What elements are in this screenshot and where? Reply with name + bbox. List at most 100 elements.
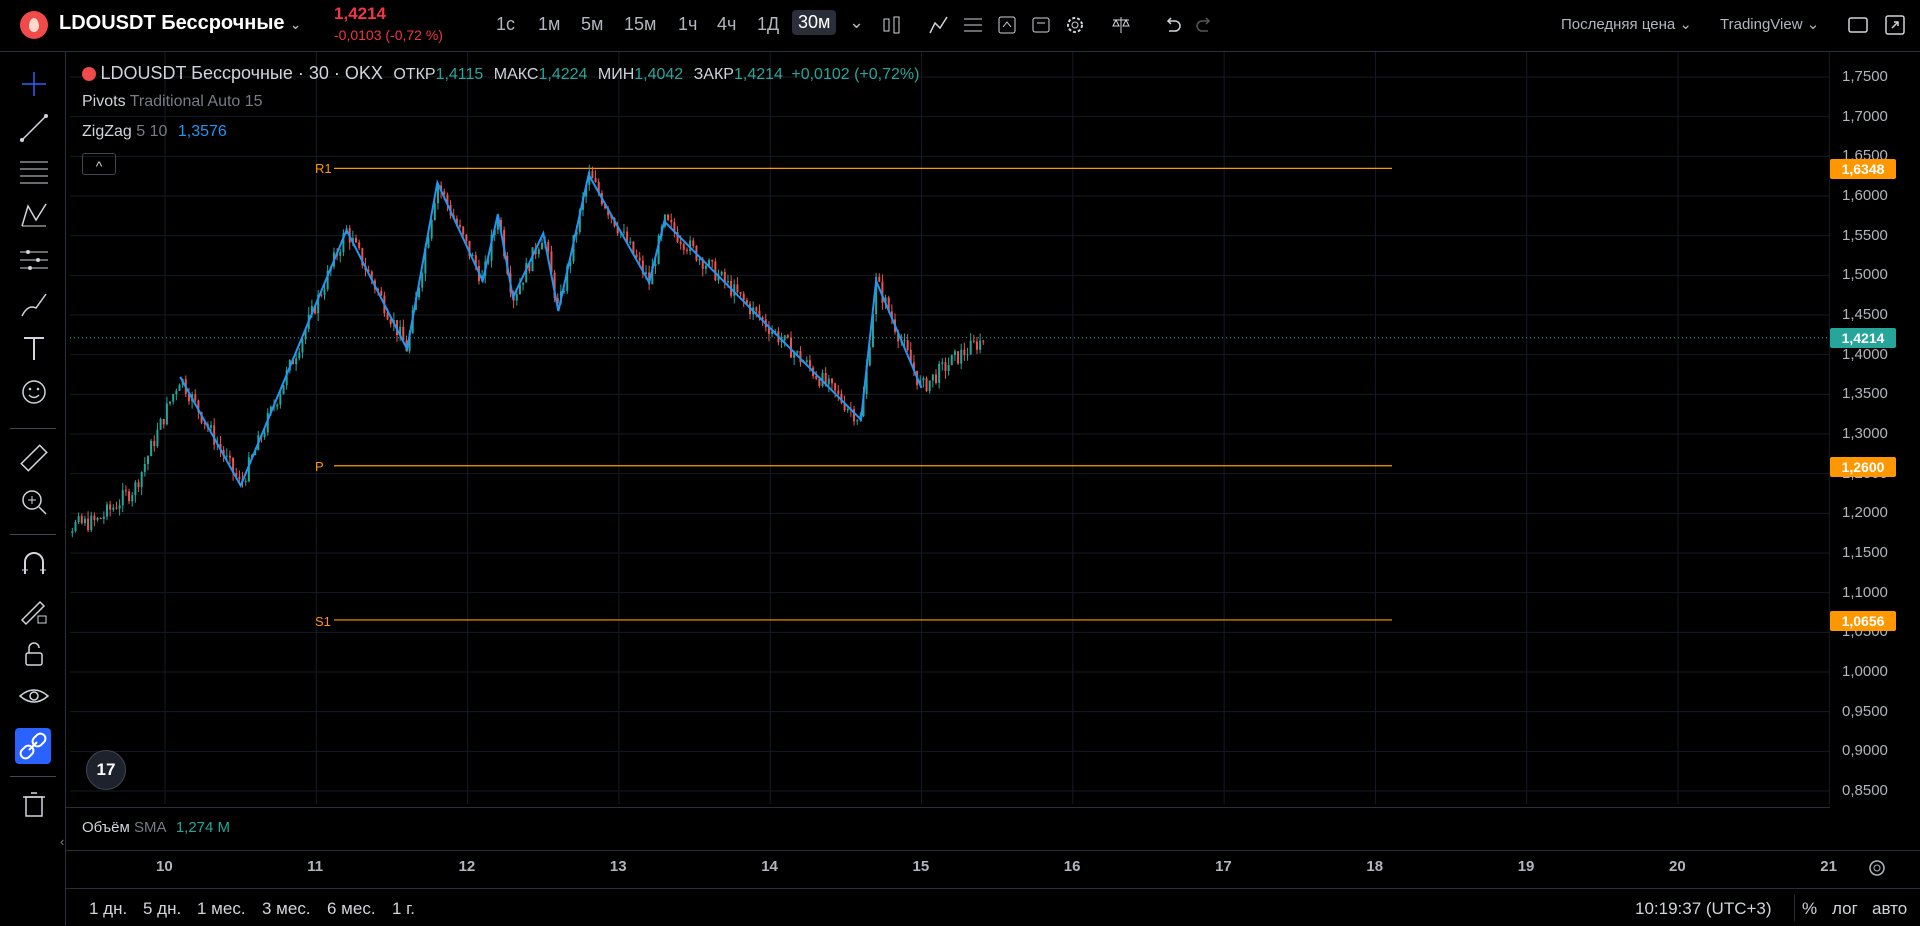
candle (594, 178, 597, 182)
redo-icon[interactable] (1193, 13, 1217, 37)
candle (616, 226, 619, 234)
trash-icon[interactable] (16, 786, 52, 822)
drawing-toolbar: ‹ (0, 52, 66, 926)
link-button[interactable] (15, 728, 51, 764)
range-1m[interactable]: 1 мес. (197, 899, 246, 918)
candle (786, 335, 789, 338)
candle (547, 241, 550, 252)
collapse-toolbar-icon[interactable]: ‹ (60, 834, 65, 849)
price-chart[interactable] (70, 52, 1830, 804)
zigzag-indicator-legend[interactable]: ZigZag 5 10 1,3576 (82, 123, 227, 141)
trend-line-icon[interactable] (16, 110, 52, 146)
pivots-indicator-legend[interactable]: Pivots Traditional Auto 15 (82, 93, 263, 111)
candle (758, 310, 761, 318)
undo-icon[interactable] (1160, 13, 1184, 37)
candle (654, 264, 657, 267)
symbol-title[interactable]: LDOUSDT Бессрочные ⌄ (59, 12, 301, 34)
candle (875, 276, 878, 315)
emoji-icon[interactable] (16, 374, 52, 410)
brush-icon[interactable] (16, 286, 52, 322)
auto-toggle[interactable]: авто (1872, 899, 1908, 918)
range-5d[interactable]: 5 дн. (143, 899, 182, 918)
candle (556, 298, 559, 304)
candle (793, 352, 796, 358)
indicators-icon[interactable] (927, 13, 951, 37)
price-axis-label: 0,9000 (1842, 742, 1888, 760)
candle (591, 171, 594, 179)
price-axis-label: 1,1000 (1842, 583, 1888, 601)
log-toggle[interactable]: лог (1832, 899, 1858, 918)
candle (128, 491, 131, 502)
crosshair-icon[interactable] (16, 66, 52, 102)
ruler-icon[interactable] (16, 440, 52, 476)
tf-dropdown-icon[interactable]: ⌄ (849, 12, 865, 32)
tf-5m[interactable]: 5м (581, 14, 604, 34)
candle (588, 171, 591, 185)
pane-divider (66, 807, 1830, 808)
candle (203, 422, 206, 425)
range-6m[interactable]: 6 мес. (327, 899, 376, 918)
replay-icon[interactable] (1029, 13, 1053, 37)
forecast-icon[interactable] (16, 242, 52, 278)
time-axis-label: 10 (156, 858, 173, 875)
last-price-badge: 1,4214 (1830, 328, 1896, 348)
compare-scales-icon[interactable] (1109, 13, 1133, 37)
candle (645, 272, 648, 274)
tf-1d[interactable]: 1Д (757, 14, 780, 34)
candle (626, 231, 629, 244)
range-1d[interactable]: 1 дн. (89, 899, 128, 918)
candle (856, 420, 859, 422)
lock-draw-icon[interactable] (16, 592, 52, 628)
range-3m[interactable]: 3 мес. (262, 899, 311, 918)
volume-legend[interactable]: Объём SMA 1,274 M (82, 819, 230, 836)
price-type-select[interactable]: Последняя цена ⌄ (1561, 16, 1692, 33)
text-icon[interactable] (16, 330, 52, 366)
magnet-icon[interactable] (16, 546, 52, 582)
chart-style-select[interactable]: TradingView ⌄ (1720, 16, 1820, 33)
eye-icon[interactable] (16, 680, 52, 716)
tradingview-logo-icon[interactable]: 17 (86, 750, 126, 790)
clock[interactable]: 10:19:37 (UTC+3) (1635, 899, 1772, 918)
range-1y[interactable]: 1 г. (392, 899, 416, 918)
candle (74, 522, 77, 532)
zoom-in-icon[interactable] (16, 484, 52, 520)
tf-4h[interactable]: 4ч (717, 14, 737, 34)
candle (878, 276, 881, 282)
pattern-icon[interactable] (16, 198, 52, 234)
candle (975, 341, 978, 350)
percent-toggle[interactable]: % (1802, 899, 1818, 918)
candle (528, 262, 531, 272)
candle (622, 231, 625, 233)
legend-collapse-button[interactable]: ^ (82, 153, 116, 175)
gear-icon[interactable] (1866, 857, 1888, 879)
candle (673, 222, 676, 233)
price-axis-label: 1,7000 (1842, 107, 1888, 125)
templates-icon[interactable] (961, 13, 985, 37)
fullscreen-icon[interactable] (1883, 13, 1907, 37)
gear-icon[interactable] (1063, 13, 1087, 37)
candle (228, 455, 231, 458)
alert-icon[interactable] (995, 13, 1019, 37)
tf-1h[interactable]: 1ч (678, 14, 698, 34)
tf-15m[interactable]: 15м (624, 14, 657, 34)
candle (244, 481, 247, 483)
chart-legend: LDOUSDT Бессрочные · 30 · OKX ОТКР1,4115… (82, 63, 919, 84)
candle (704, 265, 707, 269)
candle (279, 394, 282, 405)
pivot-p-badge: 1,2600 (1830, 457, 1896, 477)
candle (884, 297, 887, 303)
candles-style-icon[interactable] (880, 13, 904, 37)
toolbar-divider (10, 534, 56, 535)
time-axis[interactable]: 10 11 12 13 14 15 16 17 18 19 20 21 (70, 858, 1837, 882)
unlock-icon[interactable] (16, 636, 52, 672)
candle (389, 319, 392, 325)
tf-30m-active[interactable]: 30м (792, 10, 837, 35)
candle (597, 181, 600, 194)
tf-1m[interactable]: 1м (538, 14, 561, 34)
candle (887, 297, 890, 312)
candle (982, 340, 985, 342)
tf-1s[interactable]: 1с (496, 14, 516, 34)
layout-icon[interactable] (1846, 13, 1870, 37)
candle (304, 329, 307, 340)
fib-icon[interactable] (16, 154, 52, 190)
